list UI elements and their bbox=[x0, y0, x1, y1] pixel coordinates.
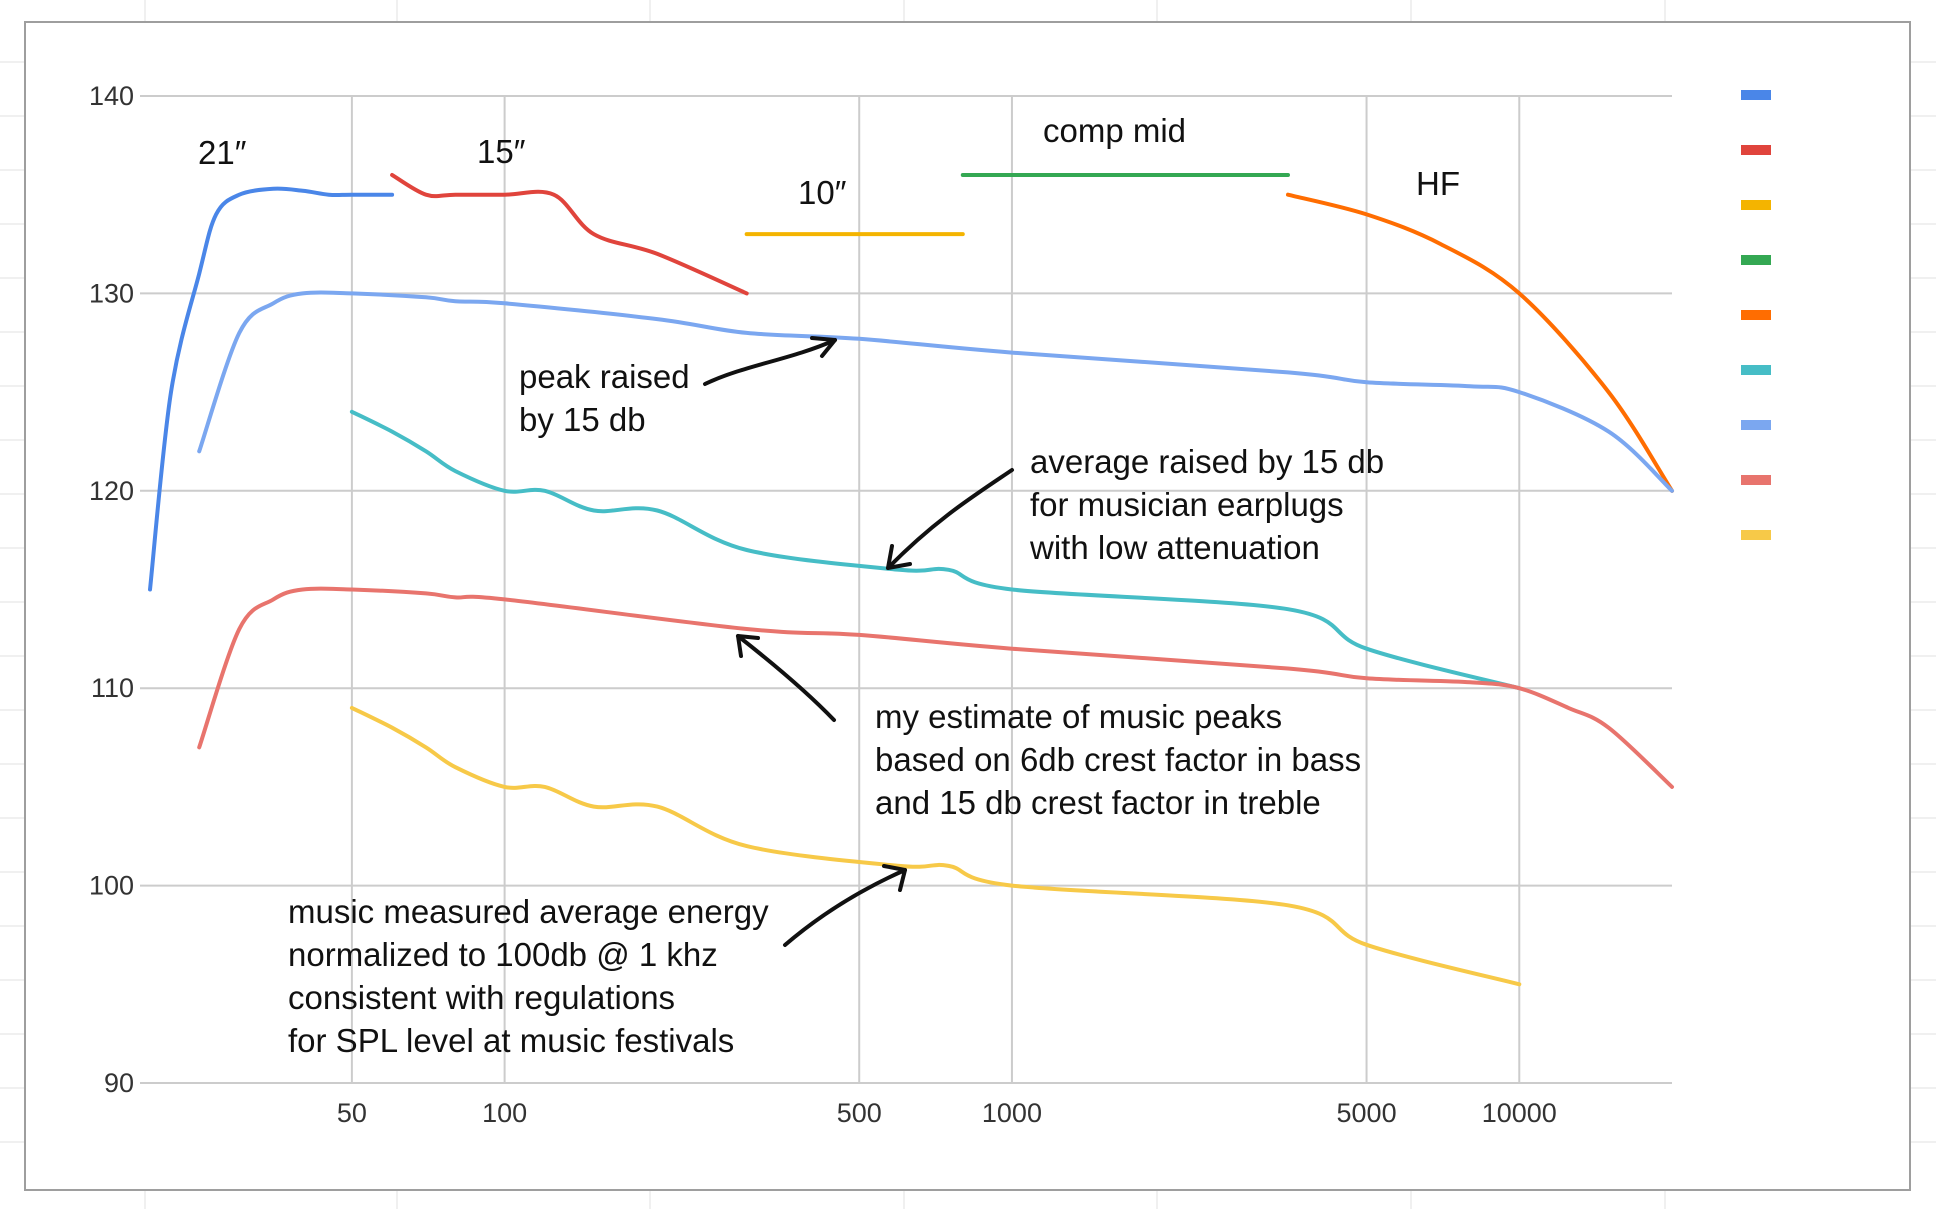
y-tick-label: 100 bbox=[89, 871, 134, 901]
x-tick-label: 5000 bbox=[1337, 1098, 1397, 1128]
chart-series bbox=[148, 172, 1674, 987]
label-15-inch: 15″ bbox=[477, 133, 526, 170]
axis-tick-labels: 90 100 110 120 130 140 50 100 500 1000 5000 10000 bbox=[89, 81, 1557, 1128]
arrow-average-head bbox=[886, 544, 912, 570]
arrow-peak-head bbox=[810, 336, 837, 358]
label-comp-mid: comp mid bbox=[1043, 112, 1186, 149]
series-line-5 bbox=[1286, 192, 1674, 493]
x-tick-label: 1000 bbox=[982, 1098, 1042, 1128]
annotation-measured-line: music measured average energy bbox=[288, 893, 769, 930]
annotation-measured-line: normalized to 100db @ 1 khz bbox=[288, 936, 718, 973]
annotation-measured: music measured average energy normalized… bbox=[288, 893, 778, 1059]
legend-swatch-1[interactable] bbox=[1741, 90, 1771, 100]
annotation-average-line: with low attenuation bbox=[1029, 529, 1320, 566]
series-line-2 bbox=[390, 173, 749, 296]
legend-swatch-9[interactable] bbox=[1741, 530, 1771, 540]
label-21-inch: 21″ bbox=[198, 134, 247, 171]
legend-swatch-4[interactable] bbox=[1741, 255, 1771, 265]
annotation-average: average raised by 15 db for musician ear… bbox=[1029, 443, 1393, 566]
arrow-average bbox=[886, 468, 1014, 570]
arrow-estimate bbox=[736, 634, 836, 722]
annotation-peak: peak raised by 15 db bbox=[519, 358, 699, 438]
annotation-peak-line: peak raised bbox=[519, 358, 690, 395]
annotation-measured-line: for SPL level at music festivals bbox=[288, 1022, 734, 1059]
speaker-range-labels: 21″ 15″ 10″ comp mid HF bbox=[198, 112, 1460, 211]
y-tick-label: 130 bbox=[89, 278, 134, 308]
arrow-estimate-head bbox=[736, 634, 760, 658]
legend-swatch-6[interactable] bbox=[1741, 365, 1771, 375]
y-tick-label: 90 bbox=[104, 1068, 134, 1098]
annotation-average-line: average raised by 15 db bbox=[1030, 443, 1384, 480]
series-line-8 bbox=[197, 586, 1674, 789]
annotation-arrows bbox=[703, 336, 1014, 947]
legend-swatch-5[interactable] bbox=[1741, 310, 1771, 320]
y-tick-label: 140 bbox=[89, 81, 134, 111]
chart-annotations: peak raised by 15 db average raised by 1… bbox=[288, 336, 1393, 1059]
series-line-7 bbox=[197, 290, 1674, 493]
x-tick-label: 50 bbox=[337, 1098, 367, 1128]
y-tick-label: 110 bbox=[91, 673, 134, 703]
arrow-measured bbox=[783, 868, 907, 947]
series-line-1 bbox=[148, 186, 395, 592]
legend-swatch-8[interactable] bbox=[1741, 475, 1771, 485]
x-tick-label: 10000 bbox=[1482, 1098, 1557, 1128]
legend-swatch-3[interactable] bbox=[1741, 200, 1771, 210]
arrow-peak bbox=[703, 338, 837, 386]
series-line-9 bbox=[349, 705, 1522, 987]
legend-swatch-2[interactable] bbox=[1741, 145, 1771, 155]
legend-swatch-7[interactable] bbox=[1741, 420, 1771, 430]
chart-frame bbox=[24, 21, 1911, 1191]
annotation-average-line: for musician earplugs bbox=[1030, 486, 1344, 523]
series-line-6 bbox=[349, 409, 1522, 691]
annotation-measured-line: consistent with regulations bbox=[288, 979, 675, 1016]
y-tick-label: 120 bbox=[89, 476, 134, 506]
annotation-estimate-line: my estimate of music peaks bbox=[875, 698, 1282, 735]
x-tick-label: 500 bbox=[837, 1098, 882, 1128]
annotation-peak-line: by 15 db bbox=[519, 401, 646, 438]
annotation-estimate-line: based on 6db crest factor in bass bbox=[875, 741, 1361, 778]
chart-legend[interactable] bbox=[1741, 90, 1771, 540]
label-hf: HF bbox=[1416, 165, 1460, 202]
label-10-inch: 10″ bbox=[798, 174, 847, 211]
arrow-measured-head bbox=[882, 864, 907, 892]
annotation-estimate: my estimate of music peaks based on 6db … bbox=[875, 698, 1370, 821]
x-tick-label: 100 bbox=[482, 1098, 527, 1128]
annotation-estimate-line: and 15 db crest factor in treble bbox=[875, 784, 1321, 821]
